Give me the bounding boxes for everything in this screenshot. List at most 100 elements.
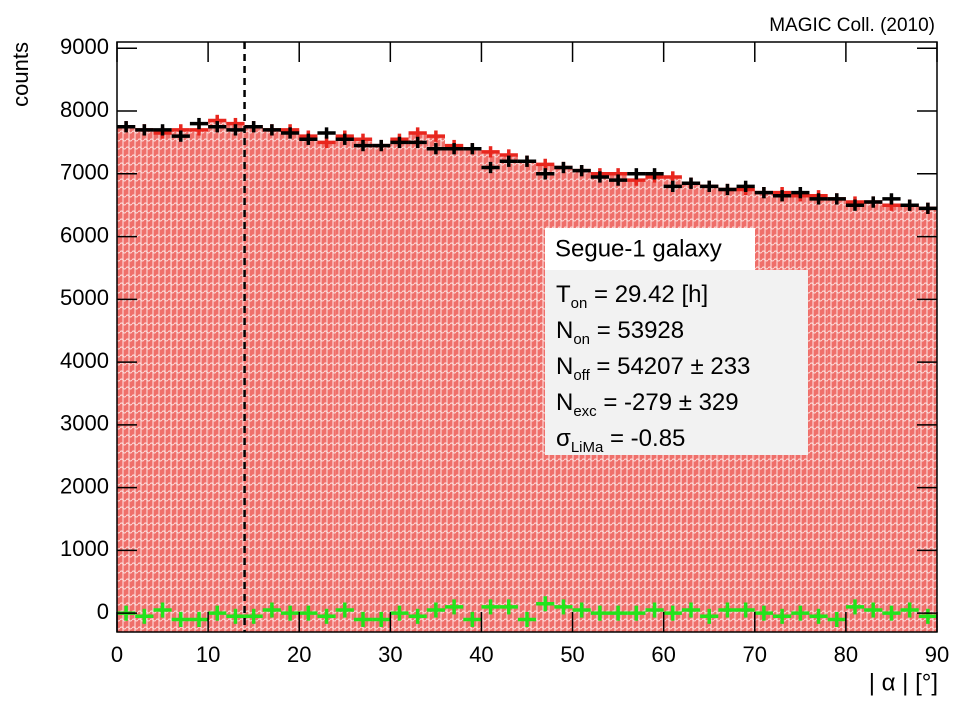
data-point [499, 599, 518, 615]
x-tick-label: 30 [378, 642, 402, 667]
x-tick-label: 60 [651, 642, 675, 667]
data-point [627, 605, 646, 621]
data-point [572, 602, 591, 618]
histogram-bar [281, 129, 300, 632]
data-point [554, 599, 573, 615]
histogram-bar [226, 123, 245, 633]
data-point [262, 602, 281, 618]
data-point [882, 605, 901, 621]
histogram-bar [208, 120, 227, 632]
stats-sub: on [571, 295, 588, 312]
histogram-bar [900, 205, 919, 633]
stats-sub: on [573, 331, 590, 348]
histogram-bar [481, 151, 500, 632]
data-point [281, 605, 300, 621]
histogram-bar [499, 154, 518, 632]
data-point [681, 177, 701, 189]
histogram-bar [445, 145, 464, 632]
data-point [572, 165, 591, 177]
data-point [700, 608, 719, 624]
stats-text: = 29.42 [h] [587, 281, 708, 308]
data-point [754, 605, 773, 621]
data-point [244, 608, 263, 624]
data-point [481, 599, 500, 615]
histogram-bar [517, 161, 537, 633]
data-point [809, 608, 828, 624]
y-tick-label: 3000 [60, 411, 109, 436]
data-point [335, 133, 354, 145]
x-tick-label: 70 [743, 642, 767, 667]
source-box [545, 228, 755, 270]
data-point [135, 608, 154, 624]
data-point [609, 605, 628, 621]
data-point [882, 193, 901, 205]
data-point [189, 611, 209, 627]
data-point [773, 608, 792, 624]
stats-box [545, 270, 808, 455]
data-point [189, 117, 209, 130]
data-point [791, 186, 810, 199]
data-point [918, 608, 937, 624]
data-point [590, 171, 609, 183]
data-point [153, 124, 172, 136]
data-point [627, 168, 646, 180]
histogram-bar [845, 202, 865, 632]
y-tick-label: 8000 [60, 97, 109, 122]
corner-label: MAGIC Coll. (2010) [769, 15, 935, 36]
data-point [590, 605, 609, 621]
histogram-bar [299, 136, 318, 633]
y-tick-label: 1000 [60, 536, 109, 561]
data-point [153, 602, 172, 618]
stats-line: Noff = 54207 ± 233 [556, 353, 750, 384]
data-point [481, 161, 500, 174]
data-point [663, 605, 682, 621]
x-tick-label: 0 [111, 642, 123, 667]
stats-sub: exc [573, 403, 597, 420]
data-point [736, 180, 755, 193]
data-point [718, 602, 737, 618]
data-point [353, 139, 373, 152]
histogram-bar [353, 139, 373, 632]
data-point [317, 608, 336, 624]
stats-line: σLiMa = -0.85 [556, 425, 685, 456]
y-tick-label: 2000 [60, 473, 109, 498]
data-point [773, 190, 792, 202]
data-point [353, 611, 373, 627]
data-point [390, 605, 409, 621]
y-tick-label: 7000 [60, 160, 109, 185]
data-point [244, 121, 263, 133]
data-point [900, 602, 919, 618]
stats-text: = -0.85 [603, 425, 685, 452]
data-point [463, 143, 482, 155]
data-point [426, 602, 445, 618]
data-point [408, 608, 427, 624]
stats-sub: LiMa [571, 439, 604, 456]
data-point [645, 168, 664, 180]
data-point [171, 130, 190, 142]
data-point [645, 602, 664, 618]
data-point [299, 605, 318, 621]
stats-text: = 54207 ± 233 [590, 353, 751, 380]
x-axis-label: | α | [°] [869, 669, 938, 696]
histogram-bar [390, 139, 409, 632]
histogram-bar [827, 198, 846, 632]
histogram-bar [262, 129, 281, 632]
histogram-bar [135, 129, 154, 632]
data-point [445, 599, 464, 615]
histogram-bar [171, 129, 190, 632]
y-tick-label: 4000 [60, 348, 109, 373]
data-point [262, 124, 281, 136]
data-point [791, 605, 810, 621]
data-point [754, 186, 773, 199]
data-point [517, 155, 537, 167]
data-point [372, 139, 391, 152]
histogram-bar [117, 126, 136, 632]
x-tick-label: 50 [560, 642, 584, 667]
data-point [281, 127, 300, 139]
histogram-bar [372, 145, 391, 632]
data-point [226, 124, 245, 136]
data-point [426, 143, 445, 155]
x-tick-label: 80 [834, 642, 858, 667]
data-point [718, 183, 737, 196]
data-point [845, 599, 865, 615]
